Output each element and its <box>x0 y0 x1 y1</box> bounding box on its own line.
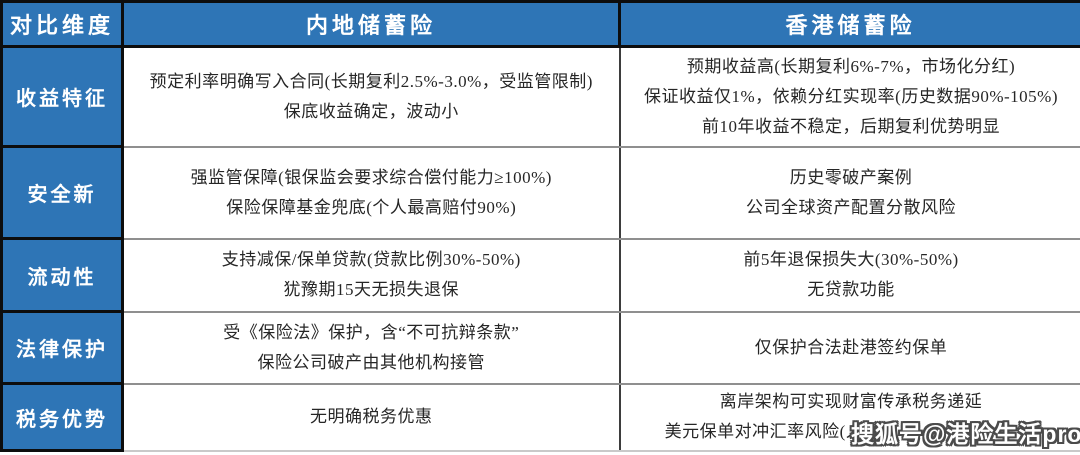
cell-line: 支持减保/保单贷款(贷款比例30%-50%) <box>221 250 521 269</box>
cell-line: 强监管保障(银保监会要求综合偿付能力≥100%) <box>190 167 552 187</box>
row-label-liquidity: 流动性 <box>0 237 124 313</box>
table-row-safety: 安全新 强监管保障(银保监会要求综合偿付能力≥100%) 保险保障基金兜底(个人… <box>0 145 1080 240</box>
cell-line: 犹豫期15天无损失退保 <box>283 280 459 299</box>
cell-line: 前10年收益不稳定，后期复利优势明显 <box>702 116 1000 136</box>
cell-line: 前5年退保损失大(30%-50%) <box>743 250 959 269</box>
cell-line: 离岸架构可实现财富传承税务递延 <box>719 392 983 411</box>
cell-hongkong-liquidity: 前5年退保损失大(30%-50%) 无贷款功能 <box>618 237 1080 313</box>
cell-line-prefix: 美元保单对冲汇率风险(人 <box>664 422 864 441</box>
table-row-liquidity: 流动性 支持减保/保单贷款(贷款比例30%-50%) 犹豫期15天无损失退保 前… <box>0 237 1080 313</box>
cell-line: 受《保险法》保护，含“不可抗辩条款” <box>223 322 520 342</box>
table-row-legal: 法律保护 受《保险法》保护，含“不可抗辩条款” 保险公司破产由其他机构接管 仅保… <box>0 310 1080 385</box>
row-label-safety: 安全新 <box>0 145 124 240</box>
cell-hongkong-legal: 仅保护合法赴港签约保单 <box>618 310 1080 385</box>
row-label-legal: 法律保护 <box>0 310 124 385</box>
row-label-tax: 税务优势 <box>0 382 124 452</box>
cell-line-partially-obscured: 美元保单对冲汇率风险(人) <box>627 417 1076 447</box>
row-label-returns: 收益特征 <box>0 45 124 148</box>
cell-line: 保证收益仅1%，依赖分红实现率(历史数据90%-105%) <box>644 86 1058 106</box>
cell-hongkong-safety: 历史零破产案例 公司全球资产配置分散风险 <box>618 145 1080 240</box>
table-row-returns: 收益特征 预定利率明确写入合同(长期复利2.5%-3.0%，受监管限制) 保底收… <box>0 45 1080 148</box>
header-hongkong: 香港储蓄险 <box>618 0 1080 48</box>
header-row: 对比维度 内地储蓄险 香港储蓄险 <box>0 0 1080 48</box>
cell-hongkong-tax: 离岸架构可实现财富传承税务递延 美元保单对冲汇率风险(人) <box>618 382 1080 452</box>
cell-mainland-returns: 预定利率明确写入合同(长期复利2.5%-3.0%，受监管限制) 保底收益确定，波… <box>122 45 620 148</box>
table-row-tax: 税务优势 无明确税务优惠 离岸架构可实现财富传承税务递延 美元保单对冲汇率风险(… <box>0 382 1080 452</box>
cell-line: 保险保障基金兜底(个人最高赔付90%) <box>226 197 517 217</box>
cell-line: 保底收益确定，波动小 <box>283 101 459 121</box>
cell-line: 历史零破产案例 <box>789 167 913 187</box>
cell-hongkong-returns: 预期收益高(长期复利6%-7%，市场化分红) 保证收益仅1%，依赖分红实现率(历… <box>618 45 1080 148</box>
cell-line: 无贷款功能 <box>807 280 895 299</box>
cell-line: 保险公司破产由其他机构接管 <box>257 352 485 372</box>
cell-line: 无明确税务优惠 <box>310 407 433 426</box>
cell-mainland-legal: 受《保险法》保护，含“不可抗辩条款” 保险公司破产由其他机构接管 <box>122 310 620 385</box>
cell-mainland-tax: 无明确税务优惠 <box>122 382 620 452</box>
cell-line: 预期收益高(长期复利6%-7%，市场化分红) <box>686 56 1016 76</box>
cell-line: 预定利率明确写入合同(长期复利2.5%-3.0%，受监管限制) <box>149 71 593 91</box>
header-dimension: 对比维度 <box>0 0 124 48</box>
cell-mainland-liquidity: 支持减保/保单贷款(贷款比例30%-50%) 犹豫期15天无损失退保 <box>122 237 620 313</box>
cell-line: 公司全球资产配置分散风险 <box>746 197 956 217</box>
header-mainland: 内地储蓄险 <box>121 0 621 48</box>
cell-line-suffix: ) <box>1031 422 1038 441</box>
cell-line: 仅保护合法赴港签约保单 <box>754 337 948 357</box>
watermark-sohu: 搜狐号@港险生活pro <box>851 421 1080 447</box>
cell-mainland-safety: 强监管保障(银保监会要求综合偿付能力≥100%) 保险保障基金兜底(个人最高赔付… <box>122 145 620 240</box>
